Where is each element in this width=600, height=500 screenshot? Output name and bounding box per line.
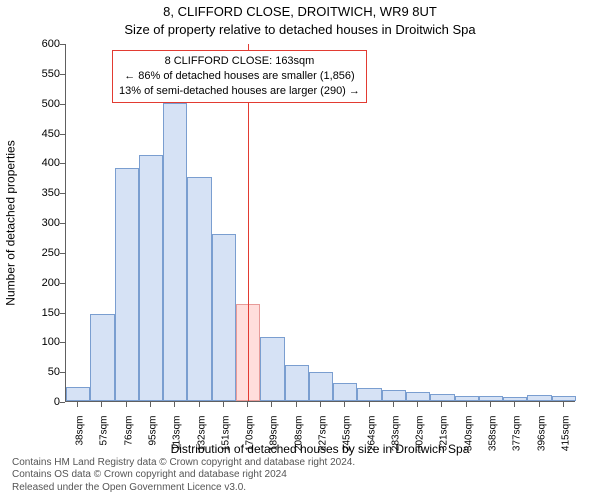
y-tick-mark [60,402,65,403]
histogram-bar [503,397,527,401]
footer-line2: Contains OS data © Crown copyright and d… [12,469,355,482]
x-tick-mark [126,402,127,407]
histogram-bar [66,387,90,401]
footer-line1: Contains HM Land Registry data © Crown c… [12,457,355,470]
histogram-bar [260,337,284,401]
x-tick-label: 377sqm [512,416,523,466]
x-tick-mark [393,402,394,407]
x-tick-label: 358sqm [488,416,499,466]
x-tick-mark [514,402,515,407]
x-tick-mark [539,402,540,407]
y-tick-label: 300 [20,217,60,229]
histogram-bar [187,177,211,401]
histogram-bar [139,155,163,401]
x-tick-mark [320,402,321,407]
y-tick-label: 400 [20,157,60,169]
y-tick-label: 0 [20,396,60,408]
histogram-bar [382,390,406,401]
histogram-bar [479,396,503,401]
x-tick-mark [174,402,175,407]
histogram-bar [455,396,479,401]
annotation-box: 8 CLIFFORD CLOSE: 163sqm ← 86% of detach… [112,50,367,103]
x-axis-label: Distribution of detached houses by size … [65,442,575,456]
annotation-line3: 13% of semi-detached houses are larger (… [119,84,360,99]
y-tick-label: 350 [20,187,60,199]
y-tick-mark [60,44,65,45]
x-tick-label: 321sqm [439,416,450,466]
x-tick-label: 264sqm [366,416,377,466]
x-tick-mark [490,402,491,407]
y-tick-mark [60,342,65,343]
x-tick-mark [271,402,272,407]
x-tick-mark [441,402,442,407]
histogram-bar [430,394,454,401]
y-axis-label: Number of detached properties [2,44,20,402]
y-tick-mark [60,283,65,284]
y-tick-mark [60,134,65,135]
x-tick-mark [247,402,248,407]
y-tick-label: 600 [20,38,60,50]
x-tick-mark [150,402,151,407]
chart-container: { "title_line1": "8, CLIFFORD CLOSE, DRO… [0,0,600,500]
y-tick-mark [60,223,65,224]
y-tick-mark [60,193,65,194]
y-tick-label: 150 [20,307,60,319]
x-tick-label: 340sqm [463,416,474,466]
x-tick-mark [223,402,224,407]
histogram-bar [527,395,551,401]
histogram-bar [115,168,139,401]
y-tick-mark [60,253,65,254]
y-tick-label: 200 [20,277,60,289]
footer-attribution: Contains HM Land Registry data © Crown c… [12,457,355,495]
histogram-bar [552,396,576,401]
y-tick-label: 450 [20,128,60,140]
y-tick-mark [60,104,65,105]
footer-line3: Released under the Open Government Licen… [12,482,355,495]
histogram-bar [212,234,236,401]
annotation-line1: 8 CLIFFORD CLOSE: 163sqm [119,54,360,69]
histogram-bar [406,392,430,401]
y-tick-label: 500 [20,98,60,110]
histogram-bar [309,372,333,401]
x-tick-mark [101,402,102,407]
x-tick-mark [417,402,418,407]
x-tick-mark [369,402,370,407]
x-tick-label: 415sqm [560,416,571,466]
chart-title-address: 8, CLIFFORD CLOSE, DROITWICH, WR9 8UT [0,4,600,19]
x-tick-label: 302sqm [415,416,426,466]
x-tick-mark [466,402,467,407]
y-tick-mark [60,74,65,75]
annotation-line2: ← 86% of detached houses are smaller (1,… [119,69,360,84]
histogram-bar [357,388,381,401]
y-tick-mark [60,372,65,373]
y-tick-mark [60,313,65,314]
histogram-bar [285,365,309,401]
x-tick-mark [344,402,345,407]
histogram-bar [163,103,187,401]
y-tick-label: 100 [20,336,60,348]
y-tick-label: 550 [20,68,60,80]
x-tick-label: 396sqm [536,416,547,466]
x-tick-mark [563,402,564,407]
chart-subtitle: Size of property relative to detached ho… [0,22,600,37]
x-tick-mark [199,402,200,407]
y-tick-label: 50 [20,366,60,378]
y-tick-mark [60,163,65,164]
x-tick-label: 283sqm [390,416,401,466]
x-tick-mark [77,402,78,407]
y-tick-label: 250 [20,247,60,259]
histogram-bar [333,383,357,401]
x-tick-mark [296,402,297,407]
histogram-bar [90,314,114,401]
